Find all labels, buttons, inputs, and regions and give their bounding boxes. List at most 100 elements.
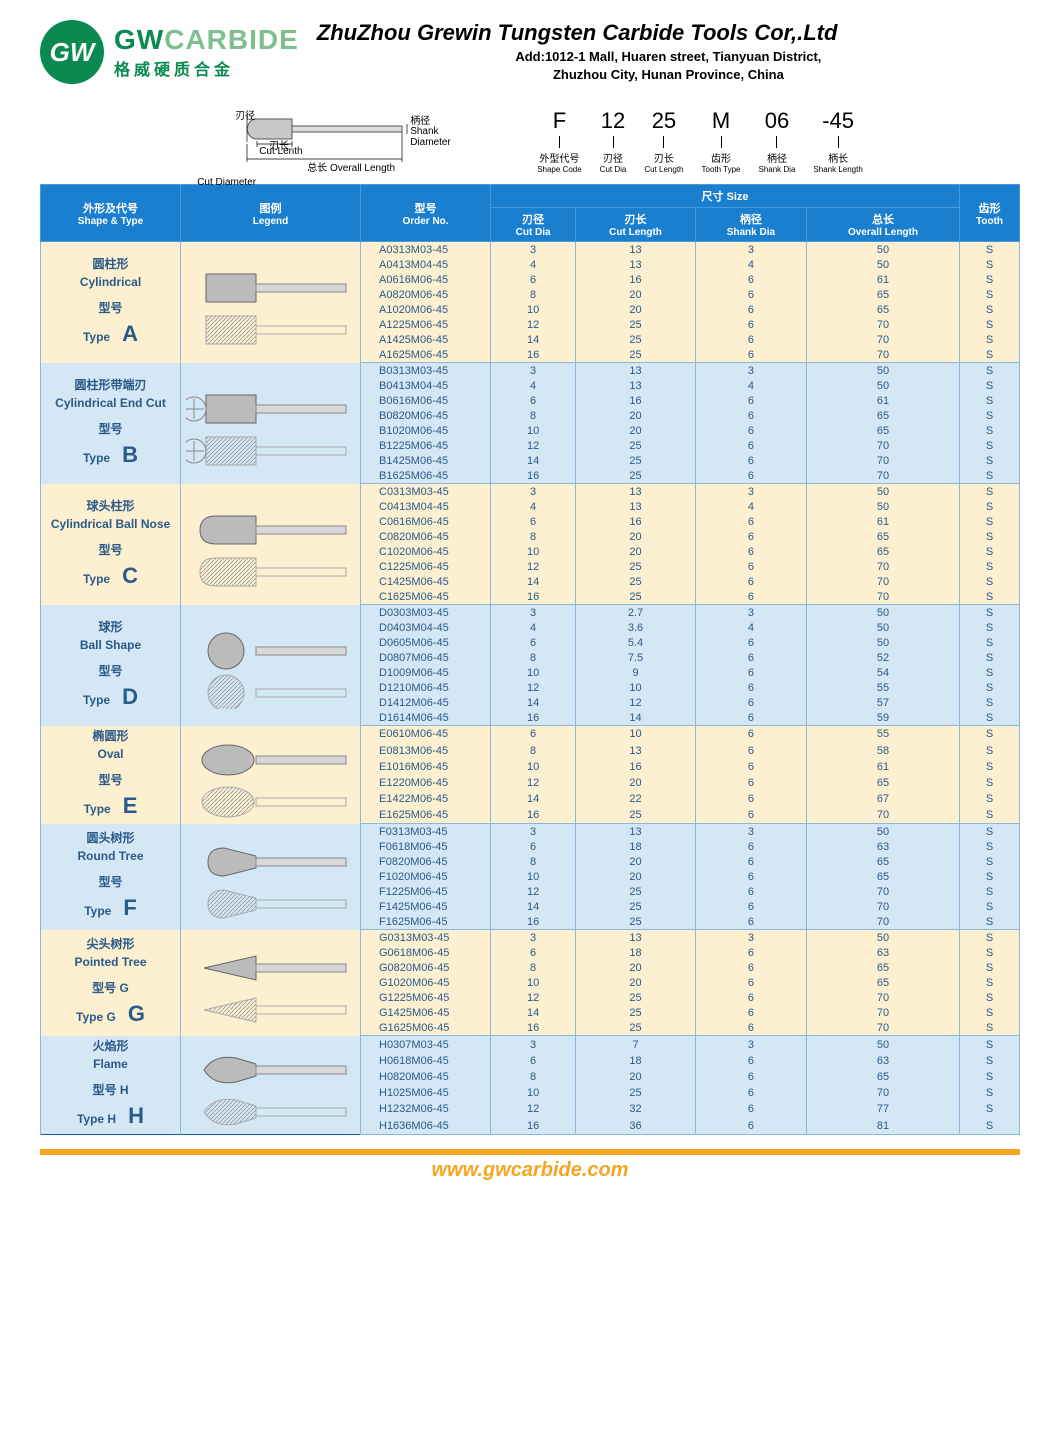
table-cell: 25 bbox=[576, 807, 696, 824]
table-cell: S bbox=[960, 1036, 1020, 1053]
table-cell: 6 bbox=[695, 990, 806, 1005]
code-big: -45 bbox=[822, 108, 854, 134]
table-cell: 10 bbox=[491, 1085, 576, 1101]
shape-cell: 圆柱形带端刃Cylindrical End Cut型号TypeB bbox=[41, 363, 181, 484]
table-cell: 10 bbox=[491, 544, 576, 559]
table-cell: 12 bbox=[491, 884, 576, 899]
table-cell: 65 bbox=[806, 408, 959, 423]
table-cell: 6 bbox=[695, 1085, 806, 1101]
table-cell: S bbox=[960, 559, 1020, 574]
table-cell: S bbox=[960, 884, 1020, 899]
table-cell: 70 bbox=[806, 453, 959, 468]
company-address: Add:1012-1 Mall, Huaren street, Tianyuan… bbox=[317, 48, 1020, 84]
table-cell: 6 bbox=[695, 1020, 806, 1036]
table-cell: 4 bbox=[491, 499, 576, 514]
table-cell: 25 bbox=[576, 1085, 696, 1101]
table-cell: 6 bbox=[491, 1053, 576, 1069]
table-cell: 10 bbox=[576, 680, 696, 695]
table-cell: S bbox=[960, 287, 1020, 302]
table-cell: 4 bbox=[695, 257, 806, 272]
table-cell: 65 bbox=[806, 775, 959, 791]
table-cell: F1225M06-45 bbox=[361, 884, 491, 899]
table-cell: 70 bbox=[806, 559, 959, 574]
table-cell: S bbox=[960, 695, 1020, 710]
table-cell: C1425M06-45 bbox=[361, 574, 491, 589]
table-cell: F0618M06-45 bbox=[361, 839, 491, 854]
company-name: ZhuZhou Grewin Tungsten Carbide Tools Co… bbox=[317, 20, 1020, 46]
table-cell: H0820M06-45 bbox=[361, 1069, 491, 1085]
table-cell: B1425M06-45 bbox=[361, 453, 491, 468]
table-cell: 61 bbox=[806, 272, 959, 287]
table-cell: 14 bbox=[491, 332, 576, 347]
table-cell: 65 bbox=[806, 854, 959, 869]
table-cell: 22 bbox=[576, 791, 696, 807]
table-cell: 2.7 bbox=[576, 605, 696, 621]
table-cell: 12 bbox=[491, 1101, 576, 1117]
table-cell: 13 bbox=[576, 242, 696, 258]
table-cell: E1625M06-45 bbox=[361, 807, 491, 824]
table-cell: 25 bbox=[576, 438, 696, 453]
legend-svg bbox=[186, 830, 356, 920]
table-cell: 3 bbox=[491, 484, 576, 500]
table-cell: S bbox=[960, 363, 1020, 379]
table-cell: 6 bbox=[695, 635, 806, 650]
table-cell: S bbox=[960, 854, 1020, 869]
table-cell: 3 bbox=[695, 605, 806, 621]
table-cell: 6 bbox=[695, 839, 806, 854]
table-cell: 6 bbox=[695, 960, 806, 975]
table-cell: C0313M03-45 bbox=[361, 484, 491, 500]
table-cell: D1412M06-45 bbox=[361, 695, 491, 710]
legend-svg bbox=[186, 619, 356, 709]
table-cell: S bbox=[960, 839, 1020, 854]
table-cell: S bbox=[960, 1069, 1020, 1085]
table-cell: 16 bbox=[491, 807, 576, 824]
table-cell: S bbox=[960, 347, 1020, 363]
table-cell: S bbox=[960, 378, 1020, 393]
table-cell: 50 bbox=[806, 499, 959, 514]
table-cell: D1614M06-45 bbox=[361, 710, 491, 726]
table-cell: D0605M06-45 bbox=[361, 635, 491, 650]
table-cell: 13 bbox=[576, 257, 696, 272]
table-cell: S bbox=[960, 710, 1020, 726]
table-cell: 14 bbox=[491, 695, 576, 710]
table-cell: D1210M06-45 bbox=[361, 680, 491, 695]
table-cell: 6 bbox=[695, 680, 806, 695]
table-cell: 25 bbox=[576, 1020, 696, 1036]
table-cell: C0413M04-45 bbox=[361, 499, 491, 514]
table-cell: 65 bbox=[806, 1069, 959, 1085]
table-cell: 77 bbox=[806, 1101, 959, 1117]
diagram-row: Cut Diameter 刃径 Cut Lenth 刃长 总长 Overall … bbox=[40, 104, 1020, 174]
table-cell: 25 bbox=[576, 589, 696, 605]
table-cell: 20 bbox=[576, 869, 696, 884]
table-cell: 3 bbox=[695, 930, 806, 946]
table-cell: S bbox=[960, 960, 1020, 975]
table-cell: B0413M04-45 bbox=[361, 378, 491, 393]
table-cell: 63 bbox=[806, 1053, 959, 1069]
legend-cell bbox=[181, 484, 361, 605]
table-cell: E0610M06-45 bbox=[361, 726, 491, 743]
table-cell: S bbox=[960, 914, 1020, 930]
table-cell: 6 bbox=[491, 945, 576, 960]
table-cell: 6 bbox=[695, 650, 806, 665]
table-cell: B0820M06-45 bbox=[361, 408, 491, 423]
table-cell: 8 bbox=[491, 854, 576, 869]
table-cell: E0813M06-45 bbox=[361, 743, 491, 759]
table-cell: 4 bbox=[491, 378, 576, 393]
table-cell: 16 bbox=[491, 468, 576, 484]
table-cell: S bbox=[960, 605, 1020, 621]
table-cell: 50 bbox=[806, 484, 959, 500]
table-cell: 50 bbox=[806, 635, 959, 650]
table-cell: 6 bbox=[491, 635, 576, 650]
table-cell: F1020M06-45 bbox=[361, 869, 491, 884]
legend-svg bbox=[186, 498, 356, 588]
table-cell: 6 bbox=[695, 589, 806, 605]
table-cell: S bbox=[960, 899, 1020, 914]
table-cell: S bbox=[960, 1005, 1020, 1020]
table-cell: F0313M03-45 bbox=[361, 824, 491, 840]
table-cell: 10 bbox=[491, 975, 576, 990]
table-cell: 16 bbox=[491, 347, 576, 363]
table-cell: 16 bbox=[491, 1118, 576, 1135]
table-cell: 20 bbox=[576, 544, 696, 559]
footer-link[interactable]: www.gwcarbide.com bbox=[431, 1159, 628, 1181]
table-cell: 16 bbox=[491, 914, 576, 930]
